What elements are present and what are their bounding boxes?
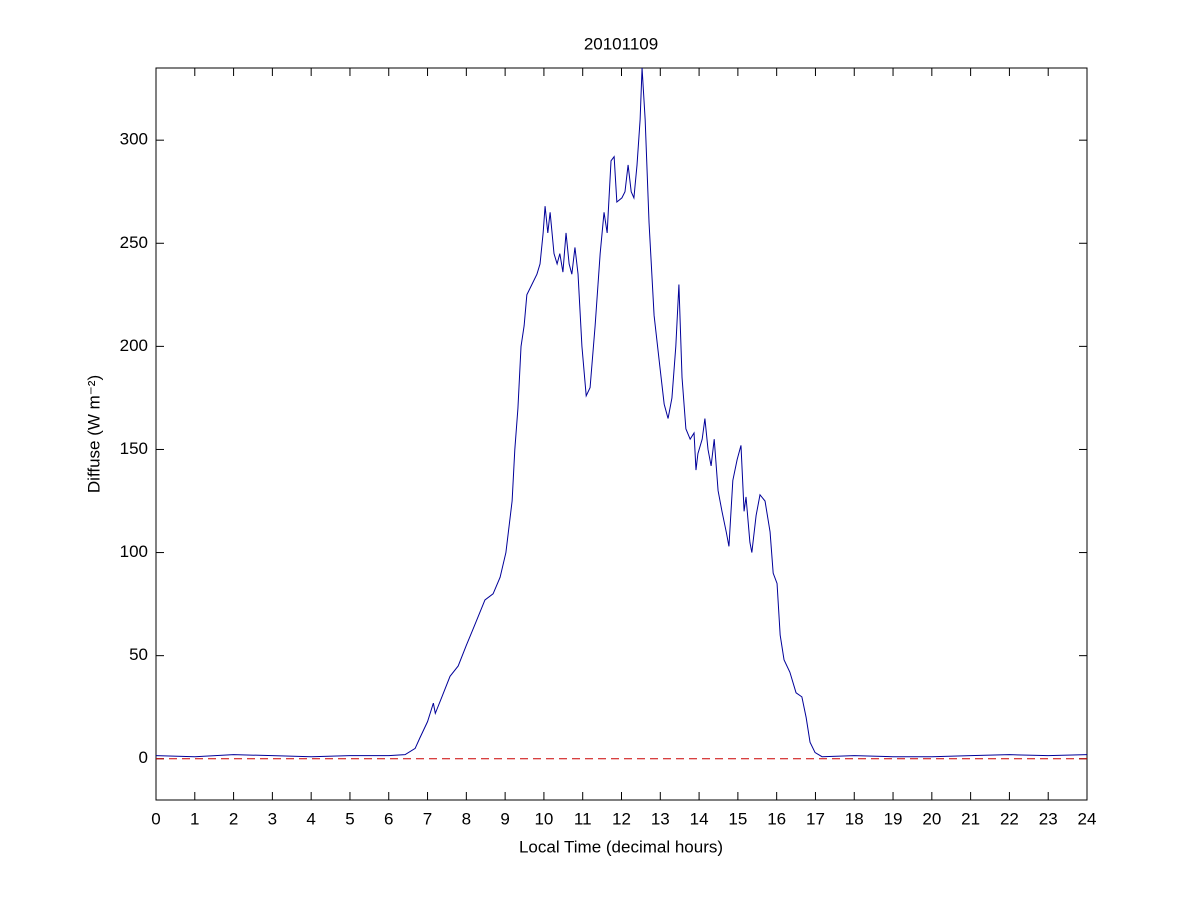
x-tick-label: 3 [268,809,277,828]
x-tick-label: 2 [229,809,238,828]
x-tick-label: 22 [1000,809,1019,828]
chart-title: 20101109 [584,34,658,53]
y-tick-label: 100 [120,542,148,561]
x-tick-label: 13 [651,809,670,828]
x-tick-label: 19 [884,809,903,828]
x-tick-label: 14 [690,809,709,828]
x-tick-label: 15 [728,809,747,828]
y-tick-label: 150 [120,439,148,458]
y-tick-label: 50 [129,645,148,664]
x-tick-label: 18 [845,809,864,828]
y-axis-label: Diffuse (W m⁻²) [84,375,103,493]
x-tick-label: 10 [534,809,553,828]
plot-area [155,67,1088,801]
x-tick-label: 0 [151,809,160,828]
y-tick-label: 200 [120,336,148,355]
x-tick-label: 5 [345,809,354,828]
x-tick-label: 17 [806,809,825,828]
x-tick-label: 24 [1078,809,1097,828]
x-tick-label: 16 [767,809,786,828]
x-tick-label: 4 [306,809,315,828]
x-tick-label: 12 [612,809,631,828]
x-tick-label: 9 [500,809,509,828]
y-tick-label: 250 [120,233,148,252]
y-tick-label: 0 [139,748,148,767]
x-tick-label: 8 [462,809,471,828]
x-tick-label: 21 [961,809,980,828]
x-axis-label: Local Time (decimal hours) [519,837,723,856]
x-tick-label: 6 [384,809,393,828]
x-tick-label: 20 [922,809,941,828]
x-tick-label: 23 [1039,809,1058,828]
x-tick-label: 7 [423,809,432,828]
data-line [155,67,1088,758]
x-tick-label: 1 [190,809,199,828]
x-tick-label: 11 [574,809,592,828]
y-tick-label: 300 [120,130,148,149]
